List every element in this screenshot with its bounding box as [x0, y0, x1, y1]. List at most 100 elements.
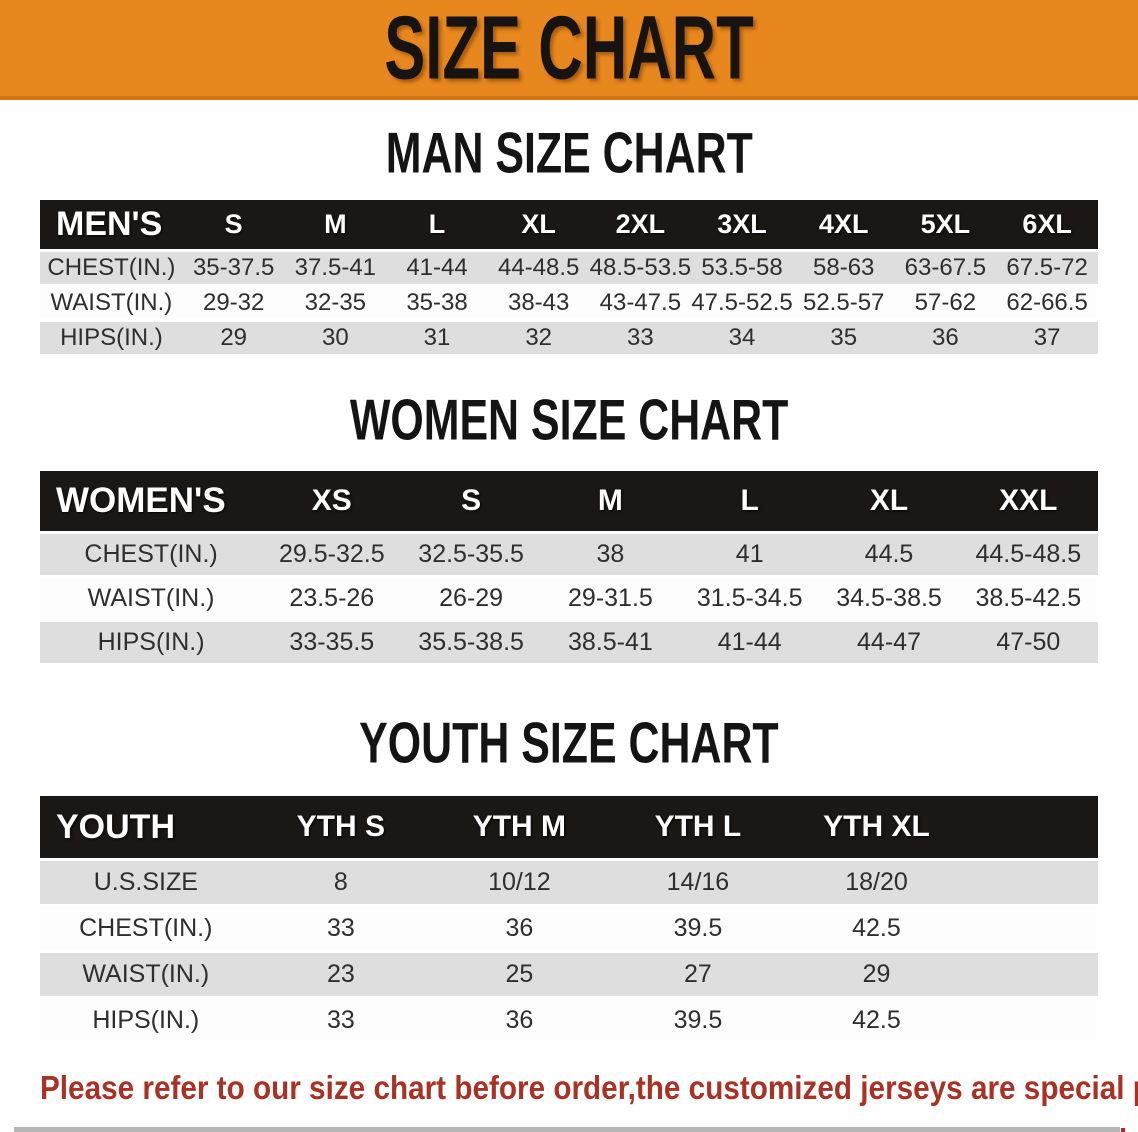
row-filler-cell [966, 953, 1098, 996]
measurement-row: WAIST(IN.) 29-32 32-35 35-38 38-43 43-47.5 47.… [40, 287, 1098, 319]
measurement-row: HIPS(IN.) 33 36 39.5 42.5 [40, 999, 1098, 1042]
measurement-value-cell: 44.5 [864, 540, 914, 568]
measurement-value-cell: 57-62 [914, 289, 977, 316]
measurement-value-cell: 32 [525, 324, 553, 351]
men-section-title: MAN SIZE CHART [0, 100, 1138, 197]
banner-title: SIZE CHART [384, 0, 754, 98]
size-column-header: 3XL [717, 209, 767, 239]
women-section: WOMEN SIZE CHART WOMEN'S XS S M L XL XXL CHEST(… [0, 357, 1138, 666]
youth-size-table: YOUTH YTH S YTH M YTH L YTH XL U.S.SIZE 8 10/12… [40, 793, 1098, 1045]
womens-size-table: WOMEN'S XS S M L XL XXL CHEST(IN.) 29.5-32.5 32.5… [40, 468, 1098, 666]
measurement-value-cell: 58-63 [813, 254, 875, 281]
size-column-header: 5XL [920, 209, 971, 239]
measurement-value-cell: 44-47 [857, 628, 921, 656]
measurement-label-cell: HIPS(IN.) [97, 628, 205, 656]
measurement-value-cell: 35-38 [406, 289, 468, 316]
measurement-value-cell: 36 [932, 324, 959, 351]
measurement-value-cell: 29-32 [202, 289, 265, 316]
size-column-header: YTH L [654, 810, 742, 843]
measurement-value-cell: 31 [423, 324, 451, 351]
women-section-title: WOMEN SIZE CHART [0, 357, 1138, 468]
measurement-value-cell: 33 [326, 1006, 355, 1034]
measurement-value-cell: 67.5-72 [1006, 254, 1088, 281]
measurement-row: HIPS(IN.) 29 30 31 32 33 34 35 36 37 [40, 322, 1098, 354]
measurement-label-cell: HIPS(IN.) [92, 1006, 200, 1034]
measurement-value-cell: 18/20 [845, 868, 908, 896]
measurement-value-cell: 10/12 [488, 868, 551, 896]
measurement-value-cell: 36 [505, 914, 534, 942]
size-column-header: XXL [999, 484, 1058, 517]
measurement-value-cell: 25 [505, 960, 534, 988]
men-section: MAN SIZE CHART MEN'S S M L XL 2XL 3XL 4XL 5XL 6XL… [0, 100, 1138, 357]
size-column-header: XL [869, 484, 909, 517]
disclaimer-line-1-wrap: Please refer to our size chart before or… [40, 1065, 1138, 1117]
measurement-row: WAIST(IN.) 23.5-26 26-29 29-31.5 31.5-34.5 34… [40, 578, 1098, 619]
measurement-value-cell: 44.5-48.5 [975, 540, 1082, 568]
measurement-row: HIPS(IN.) 33-35.5 35.5-38.5 38.5-41 41-44 44-… [40, 622, 1098, 663]
disclaimer-line-2: we don't accept cancel, change, teturn o… [40, 1117, 1128, 1132]
table-title-cell: WOMEN'S [56, 481, 226, 520]
measurement-value-cell: 37 [1033, 324, 1061, 351]
size-column-header: L [428, 209, 446, 239]
size-column-header: S [224, 209, 243, 239]
measurement-value-cell: 35 [830, 324, 858, 351]
measurement-value-cell: 33-35.5 [289, 628, 375, 656]
measurement-label-cell: WAIST(IN.) [82, 960, 210, 988]
measurement-value-cell: 31.5-34.5 [696, 584, 803, 612]
measurement-value-cell: 32-35 [304, 289, 367, 316]
size-column-header: L [740, 484, 759, 517]
disclaimer-line-2-wrap: we don't accept cancel, change, teturn o… [40, 1117, 1138, 1132]
measurement-value-cell: 34.5-38.5 [836, 584, 942, 612]
measurement-value-cell: 38.5-41 [568, 628, 653, 656]
measurement-value-cell: 53.5-58 [701, 254, 783, 281]
measurement-value-cell: 44-48.5 [497, 254, 580, 281]
measurement-value-cell: 29-31.5 [568, 584, 653, 612]
row-filler-cell [966, 861, 1098, 904]
measurement-value-cell: 48.5-53.5 [589, 254, 692, 281]
measurement-row: U.S.SIZE 8 10/12 14/16 18/20 [40, 861, 1098, 904]
measurement-value-cell: 36 [505, 1006, 534, 1034]
measurement-value-cell: 41-44 [406, 254, 468, 281]
size-table-header-row: WOMEN'S XS S M L XL XXL [40, 471, 1098, 531]
measurement-value-cell: 47.5-52.5 [691, 289, 793, 316]
measurement-value-cell: 43-47.5 [599, 289, 682, 316]
measurement-value-cell: 29.5-32.5 [279, 540, 385, 568]
measurement-value-cell: 23 [326, 960, 355, 988]
measurement-value-cell: 47-50 [996, 628, 1061, 656]
measurement-value-cell: 38.5-42.5 [975, 584, 1082, 612]
table-title-cell: YOUTH [56, 807, 175, 846]
measurement-value-cell: 38 [596, 540, 625, 568]
size-column-header: YTH M [472, 810, 567, 843]
measurement-label-cell: HIPS(IN.) [60, 324, 163, 351]
measurement-value-cell: 41-44 [717, 628, 782, 656]
table-title-cell: MEN'S [56, 205, 163, 243]
measurement-row: CHEST(IN.) 35-37.5 37.5-41 41-44 44-48.5 48.5… [40, 252, 1098, 284]
measurement-value-cell: 8 [333, 868, 348, 896]
measurement-value-cell: 23.5-26 [289, 584, 375, 612]
measurement-value-cell: 63-67.5 [904, 254, 987, 281]
measurement-label-cell: CHEST(IN.) [79, 914, 213, 942]
measurement-label-cell: WAIST(IN.) [87, 584, 215, 612]
measurement-value-cell: 35.5-38.5 [418, 628, 524, 656]
measurement-label-cell: CHEST(IN.) [47, 254, 176, 281]
size-column-header: M [597, 484, 623, 517]
size-column-header: 6XL [1022, 209, 1072, 239]
banner: SIZE CHART [0, 0, 1138, 100]
women-section-title-text: WOMEN SIZE CHART [349, 387, 789, 453]
measurement-row: WAIST(IN.) 23 25 27 29 [40, 953, 1098, 996]
measurement-label-cell: CHEST(IN.) [84, 540, 218, 568]
measurement-value-cell: 39.5 [673, 1006, 723, 1034]
measurement-value-cell: 52.5-57 [802, 289, 885, 316]
measurement-value-cell: 42.5 [852, 914, 901, 942]
measurement-value-cell: 33 [627, 324, 654, 351]
measurement-value-cell: 26-29 [439, 584, 504, 612]
youth-section-title-text: YOUTH SIZE CHART [359, 710, 779, 776]
measurement-value-cell: 14/16 [666, 868, 730, 896]
disclaimer-note: Please refer to our size chart before or… [0, 1045, 1138, 1132]
measurement-value-cell: 62-66.5 [1006, 289, 1088, 316]
size-column-header: YTH S [296, 810, 386, 843]
size-column-header: XL [521, 209, 556, 239]
bottom-divider [14, 1127, 1120, 1132]
disclaimer-line-1: Please refer to our size chart before or… [40, 1069, 1138, 1106]
